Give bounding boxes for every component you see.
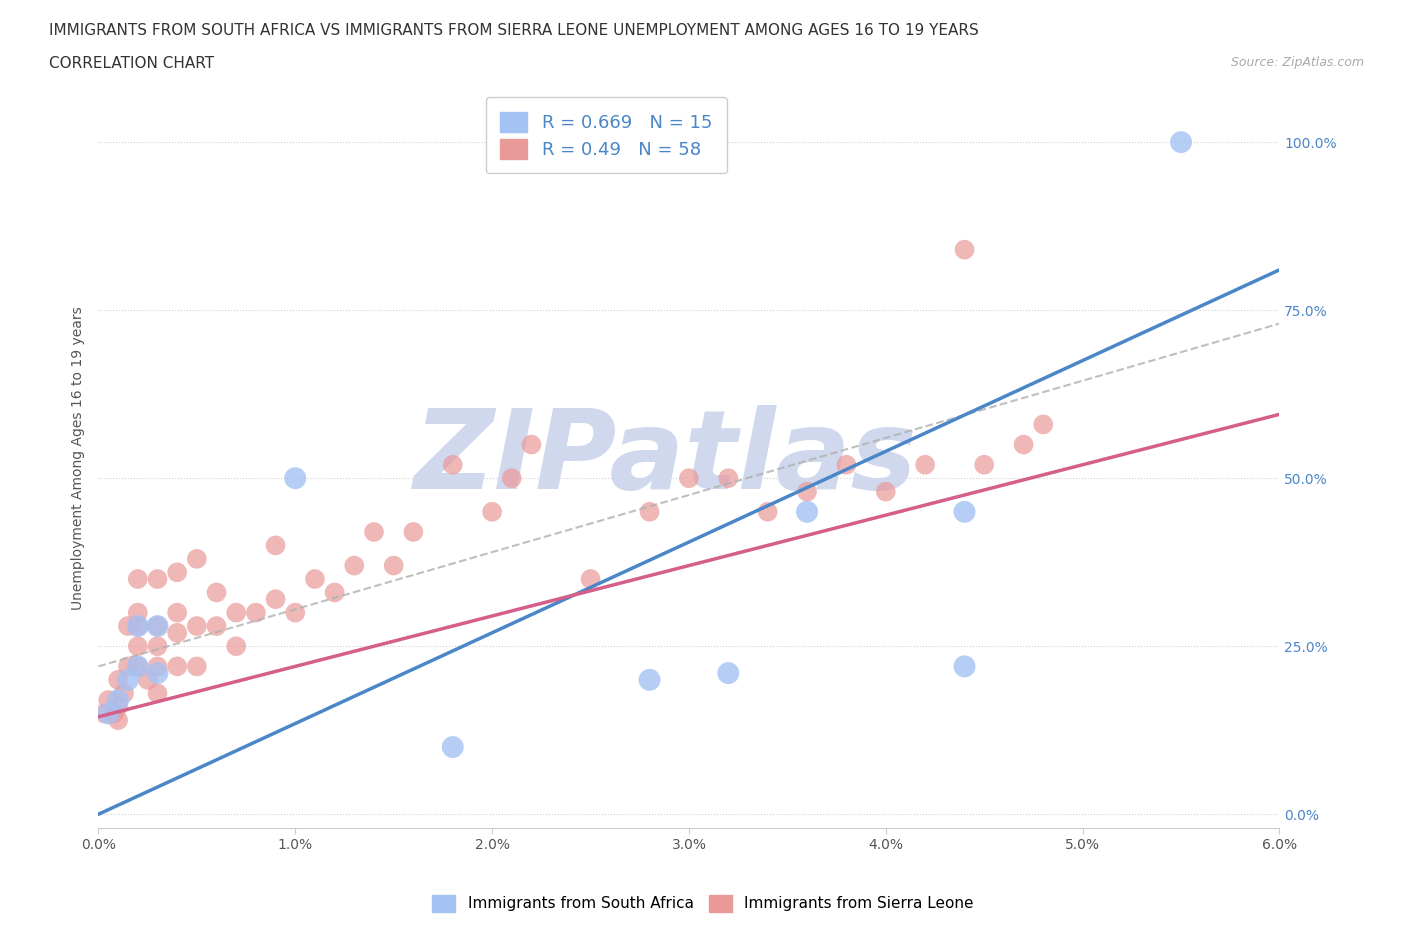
Point	[284, 605, 307, 620]
Point	[953, 659, 976, 674]
Point	[205, 585, 228, 600]
Point	[107, 699, 129, 714]
Point	[717, 471, 740, 485]
Point	[112, 685, 135, 700]
Point	[953, 504, 976, 519]
Point	[127, 639, 149, 654]
Point	[186, 618, 208, 633]
Point	[107, 712, 129, 727]
Point	[117, 672, 139, 687]
Point	[107, 693, 129, 708]
Point	[264, 591, 287, 606]
Point	[481, 504, 503, 519]
Point	[186, 551, 208, 566]
Point	[264, 538, 287, 552]
Point	[225, 605, 247, 620]
Point	[284, 471, 307, 485]
Point	[117, 659, 139, 674]
Point	[875, 485, 897, 499]
Point	[127, 659, 149, 674]
Point	[146, 685, 169, 700]
Text: ZIPatlas: ZIPatlas	[413, 405, 917, 512]
Point	[103, 706, 125, 721]
Point	[146, 618, 169, 633]
Point	[638, 672, 661, 687]
Point	[973, 458, 995, 472]
Point	[835, 458, 858, 472]
Legend: R = 0.669   N = 15, R = 0.49   N = 58: R = 0.669 N = 15, R = 0.49 N = 58	[486, 98, 727, 173]
Point	[796, 504, 818, 519]
Point	[717, 666, 740, 681]
Point	[402, 525, 425, 539]
Point	[97, 706, 120, 721]
Y-axis label: Unemployment Among Ages 16 to 19 years: Unemployment Among Ages 16 to 19 years	[70, 306, 84, 610]
Text: IMMIGRANTS FROM SOUTH AFRICA VS IMMIGRANTS FROM SIERRA LEONE UNEMPLOYMENT AMONG : IMMIGRANTS FROM SOUTH AFRICA VS IMMIGRAN…	[49, 23, 979, 38]
Point	[127, 618, 149, 633]
Point	[186, 659, 208, 674]
Point	[323, 585, 346, 600]
Point	[441, 458, 464, 472]
Point	[93, 706, 115, 721]
Point	[1012, 437, 1035, 452]
Point	[1170, 135, 1192, 150]
Point	[146, 572, 169, 587]
Point	[166, 625, 188, 640]
Point	[638, 504, 661, 519]
Point	[343, 558, 366, 573]
Point	[127, 659, 149, 674]
Point	[225, 639, 247, 654]
Point	[245, 605, 267, 620]
Point	[953, 242, 976, 257]
Point	[146, 666, 169, 681]
Point	[127, 572, 149, 587]
Point	[304, 572, 326, 587]
Point	[127, 605, 149, 620]
Point	[678, 471, 700, 485]
Point	[97, 693, 120, 708]
Point	[146, 659, 169, 674]
Point	[1032, 417, 1054, 432]
Point	[441, 739, 464, 754]
Point	[914, 458, 936, 472]
Point	[166, 659, 188, 674]
Text: CORRELATION CHART: CORRELATION CHART	[49, 56, 214, 71]
Point	[579, 572, 602, 587]
Point	[146, 618, 169, 633]
Point	[205, 618, 228, 633]
Point	[146, 639, 169, 654]
Point	[166, 605, 188, 620]
Point	[520, 437, 543, 452]
Point	[382, 558, 405, 573]
Point	[127, 618, 149, 633]
Point	[796, 485, 818, 499]
Point	[363, 525, 385, 539]
Point	[107, 672, 129, 687]
Point	[756, 504, 779, 519]
Point	[136, 672, 159, 687]
Text: Source: ZipAtlas.com: Source: ZipAtlas.com	[1230, 56, 1364, 69]
Point	[166, 565, 188, 579]
Point	[501, 471, 523, 485]
Point	[117, 618, 139, 633]
Legend: Immigrants from South Africa, Immigrants from Sierra Leone: Immigrants from South Africa, Immigrants…	[426, 889, 980, 918]
